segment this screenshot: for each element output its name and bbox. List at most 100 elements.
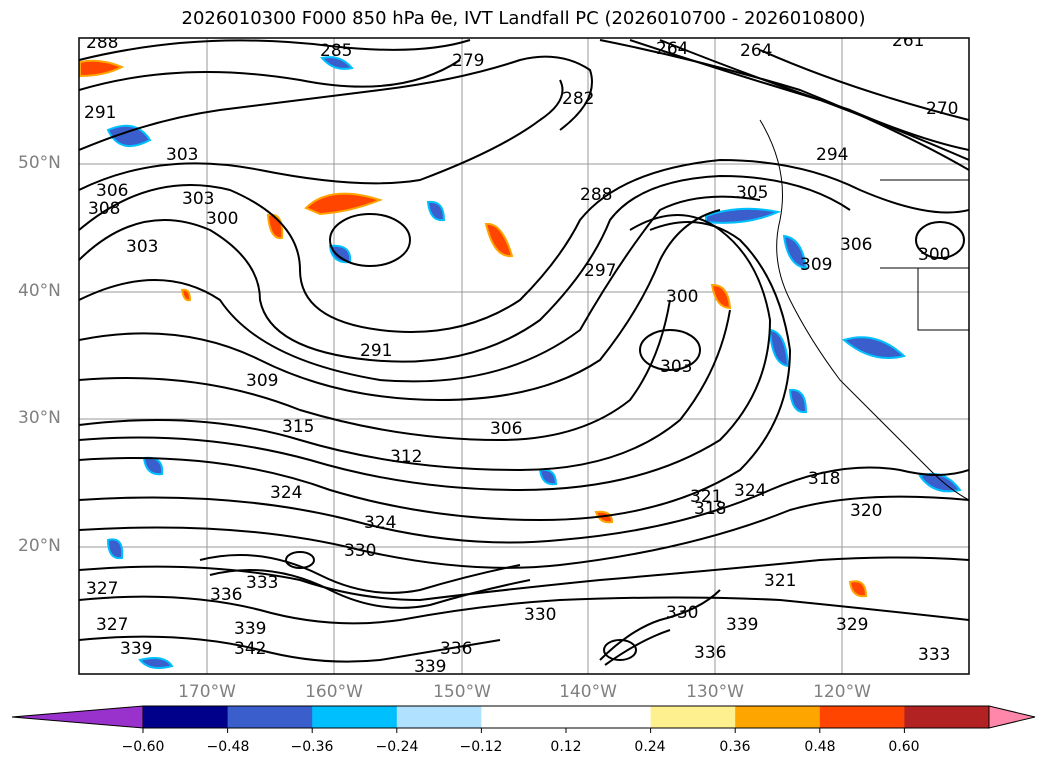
contour-label: 315 xyxy=(282,417,314,437)
contour-label: 327 xyxy=(96,615,128,635)
shade-patch xyxy=(180,288,192,302)
graticule xyxy=(79,38,969,674)
contour-label: 339 xyxy=(726,615,758,635)
contour-label: 309 xyxy=(800,255,832,275)
contour-line xyxy=(659,39,969,151)
shade-patch xyxy=(106,124,152,148)
shade-patch xyxy=(426,200,446,222)
contour-label: 339 xyxy=(414,657,446,677)
contour-label: 324 xyxy=(270,483,302,503)
lon-label-140w: 140°W xyxy=(559,682,617,702)
contour-line xyxy=(79,214,772,492)
theta-e-contours xyxy=(79,39,969,666)
contour-label: 305 xyxy=(736,183,768,203)
coastline-segment xyxy=(759,119,969,501)
contour-label: 330 xyxy=(344,541,376,561)
colorbar-tick-label: 0.60 xyxy=(888,739,920,755)
coastline xyxy=(759,119,969,501)
shade-patch xyxy=(782,234,808,270)
contour-line xyxy=(759,49,969,121)
colorbar-tick-label: −0.12 xyxy=(459,739,503,755)
contour-line xyxy=(79,158,969,333)
contour-label: 318 xyxy=(694,499,726,519)
contour-label: 306 xyxy=(490,419,522,439)
coastline-segment xyxy=(880,179,969,331)
contour-label: 327 xyxy=(86,579,118,599)
contour-label: 336 xyxy=(440,639,472,659)
shade-patch xyxy=(841,336,907,359)
shade-patch xyxy=(768,328,790,368)
colorbar-tick-label: 0.12 xyxy=(550,739,582,755)
contour-line xyxy=(79,635,501,663)
shade-patch xyxy=(848,580,868,598)
contour-label: 339 xyxy=(120,639,152,659)
contour-label: 308 xyxy=(88,199,120,219)
map-title: 2026010300 F000 850 hPa θe, IVT Landfall… xyxy=(181,8,866,29)
contour-label: 288 xyxy=(86,33,118,53)
contour-label: 303 xyxy=(182,189,214,209)
contour-label: 312 xyxy=(390,447,422,467)
contour-label: 306 xyxy=(96,181,128,201)
contour-line xyxy=(79,221,792,522)
lat-label-40n: 40°N xyxy=(18,281,61,301)
lat-label-30n: 30°N xyxy=(18,408,61,428)
contour-line xyxy=(79,79,564,191)
shade-patch xyxy=(484,222,514,258)
contour-label: 342 xyxy=(234,639,266,659)
colorbar-tick-label: −0.36 xyxy=(290,739,334,755)
contour-line xyxy=(79,209,721,402)
contour-line xyxy=(79,595,969,625)
contour-label: 321 xyxy=(690,487,722,507)
contour-ring xyxy=(639,329,701,371)
contour-label: 303 xyxy=(126,237,158,257)
shade-patch xyxy=(710,283,732,310)
contour-label: 318 xyxy=(808,469,840,489)
contour-label-group: 288 285 279 264 264 261 282 270 291 303 … xyxy=(84,31,958,677)
lat-label-20n: 20°N xyxy=(18,536,61,556)
contour-label: 282 xyxy=(562,89,594,109)
colorbar-tick-label: 0.48 xyxy=(804,739,836,755)
contour-line xyxy=(79,466,969,544)
shade-patch xyxy=(320,56,354,70)
contour-label: 297 xyxy=(584,261,616,281)
contour-label: 336 xyxy=(210,585,242,605)
contour-label: 291 xyxy=(84,103,116,123)
ivt-shading xyxy=(79,56,962,669)
contour-label: 261 xyxy=(892,31,924,51)
lon-label-130w: 130°W xyxy=(686,682,744,702)
contour-line xyxy=(199,554,521,594)
contour-line xyxy=(599,39,969,171)
colorbar-tick-label: −0.60 xyxy=(121,739,165,755)
contour-label: 288 xyxy=(580,185,612,205)
contour-line xyxy=(79,195,761,383)
contour-line xyxy=(79,174,851,363)
contour-label: 320 xyxy=(850,501,882,521)
contour-label: 291 xyxy=(360,341,392,361)
contour-label: 300 xyxy=(918,245,950,265)
colorbar-tick-label: 0.24 xyxy=(634,739,666,755)
shade-patch xyxy=(79,59,125,78)
contour-label: 294 xyxy=(816,145,848,165)
lon-label-120w: 120°W xyxy=(813,682,871,702)
map-frame xyxy=(78,37,970,675)
colorbar-tick-label: −0.48 xyxy=(206,739,250,755)
shade-patch xyxy=(138,657,174,669)
contour-label: 306 xyxy=(840,235,872,255)
contour-label: 303 xyxy=(660,357,692,377)
contour-label: 270 xyxy=(926,99,958,119)
contour-label: 333 xyxy=(246,573,278,593)
contour-line xyxy=(604,629,671,666)
contour-label: 330 xyxy=(524,605,556,625)
shade-patch xyxy=(788,388,808,414)
contour-label: 339 xyxy=(234,619,266,639)
shade-patch xyxy=(106,538,124,560)
contour-line xyxy=(79,495,969,569)
contour-label: 333 xyxy=(918,645,950,665)
colorbar-tick-label: −0.24 xyxy=(375,739,419,755)
contour-line xyxy=(79,39,471,61)
contour-line xyxy=(79,556,969,602)
shade-patch xyxy=(538,468,558,486)
contour-label: 330 xyxy=(666,603,698,623)
colorbar-tick-label: 0.36 xyxy=(719,739,751,755)
